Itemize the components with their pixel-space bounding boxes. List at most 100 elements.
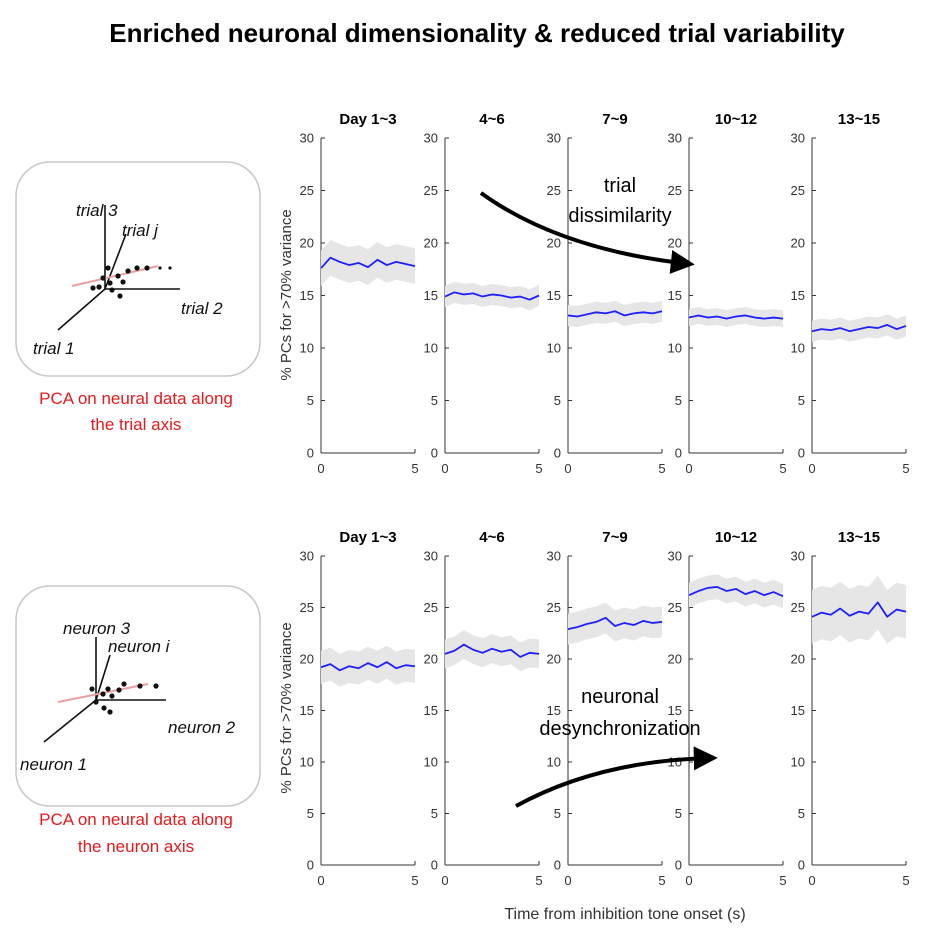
annotation-desynchronization: desynchronization [539,718,700,740]
y-tick-label: 10 [300,755,314,770]
y-tick-label: 0 [307,858,314,873]
y-tick-label: 20 [547,236,561,251]
y-tick-label: 0 [554,446,561,461]
3d-axes-icon [57,205,180,331]
y-tick-label: 15 [300,703,314,718]
panel-title: 13~15 [838,529,880,546]
series-line [444,291,540,301]
y-tick-label: 15 [547,703,561,718]
y-tick-label: 30 [424,549,438,564]
y-tick-label: 20 [424,236,438,251]
y-tick-label: 0 [798,446,805,461]
axis-label-trial-j: trial j [122,221,159,240]
x-tick-label: 5 [779,461,786,476]
x-tick-label: 0 [685,461,692,476]
y-tick-label: 15 [424,703,438,718]
y-tick-label: 15 [424,288,438,303]
y-tick-label: 5 [307,806,314,821]
axis-label-trial-1: trial 1 [33,339,75,358]
scatter-points [90,265,172,299]
inset-frame [15,585,261,807]
y-tick-label: 10 [300,341,314,356]
series-line [567,616,663,631]
error-band [812,575,906,644]
inset-caption-line-2: the trial axis [91,415,182,434]
pc-direction-line [71,265,159,287]
annotation-dissimilarity: dissimilarity [568,205,671,227]
panel-title: 4~6 [479,111,504,128]
y-tick-label: 20 [791,236,805,251]
x-tick-label: 0 [808,873,815,888]
y-tick-label: 5 [431,806,438,821]
y-tick-label: 15 [668,288,682,303]
error-band [568,300,662,327]
y-tick-label: 15 [300,288,314,303]
y-tick-label: 5 [675,806,682,821]
y-tick-label: 0 [431,446,438,461]
y-tick-label: 0 [675,858,682,873]
y-tick-label: 20 [300,236,314,251]
series-line [320,661,416,672]
x-tick-label: 0 [564,461,571,476]
panel-title: 4~6 [479,529,504,546]
annotation-trial: trial [604,175,636,197]
y-tick-label: 5 [554,806,561,821]
x-tick-label: 5 [902,461,909,476]
panel-title: Day 1~3 [339,529,396,546]
x-tick-label: 5 [411,873,418,888]
x-tick-label: 5 [779,873,786,888]
scatter-points [89,681,159,715]
axis-label-neuron-2: neuron 2 [168,718,236,737]
series-line [811,601,907,618]
y-tick-label: 20 [300,652,314,667]
y-tick-label: 30 [668,131,682,146]
x-tick-label: 0 [808,461,815,476]
chart-panel: 4~6 0 5 10 15 20 25 30 0 5 [424,529,543,888]
series-line [688,314,784,320]
error-band [445,630,539,672]
desynchronization-arrow [515,746,718,808]
y-tick-label: 5 [798,393,805,408]
error-band [321,239,415,287]
annotation-neuronal: neuronal [581,686,659,708]
y-tick-label: 25 [424,600,438,615]
y-tick-label: 20 [791,652,805,667]
y-tick-label: 15 [547,288,561,303]
error-band [812,314,906,342]
y-tick-label: 0 [307,446,314,461]
y-tick-label: 15 [791,288,805,303]
axis-label-neuron-i: neuron i [108,637,171,656]
series-line [567,310,663,318]
y-axis-label-bottom: % PCs for >70% variance [278,622,295,793]
panel-title: 10~12 [715,529,757,546]
x-tick-label: 0 [317,461,324,476]
y-tick-label: 25 [668,183,682,198]
y-tick-label: 10 [424,755,438,770]
inset-caption-line-2: the neuron axis [78,837,194,856]
inset-trial-axis: trial 3 trial j trial 2 trial 1 PCA on n… [15,161,261,434]
axis-label-trial-3: trial 3 [76,201,118,220]
series-line [688,586,784,597]
y-tick-label: 20 [668,652,682,667]
y-tick-label: 30 [547,131,561,146]
x-tick-label: 5 [535,873,542,888]
y-tick-label: 20 [424,652,438,667]
y-tick-label: 25 [300,600,314,615]
panel-title: Day 1~3 [339,111,396,128]
panel-title: 7~9 [602,111,627,128]
y-tick-label: 30 [791,131,805,146]
chart-panel: 13~15 0 5 10 15 20 25 30 0 5 [791,529,910,888]
error-band [689,574,783,609]
y-tick-label: 5 [675,393,682,408]
y-tick-label: 25 [791,600,805,615]
x-tick-label: 0 [685,873,692,888]
inset-caption-line-1: PCA on neural data along [39,810,233,829]
y-axis-label-top: % PCs for >70% variance [278,209,295,380]
inset-neuron-axis: neuron 3 neuron i neuron 2 neuron 1 PCA … [15,585,261,856]
y-tick-label: 30 [300,549,314,564]
y-tick-label: 25 [424,183,438,198]
